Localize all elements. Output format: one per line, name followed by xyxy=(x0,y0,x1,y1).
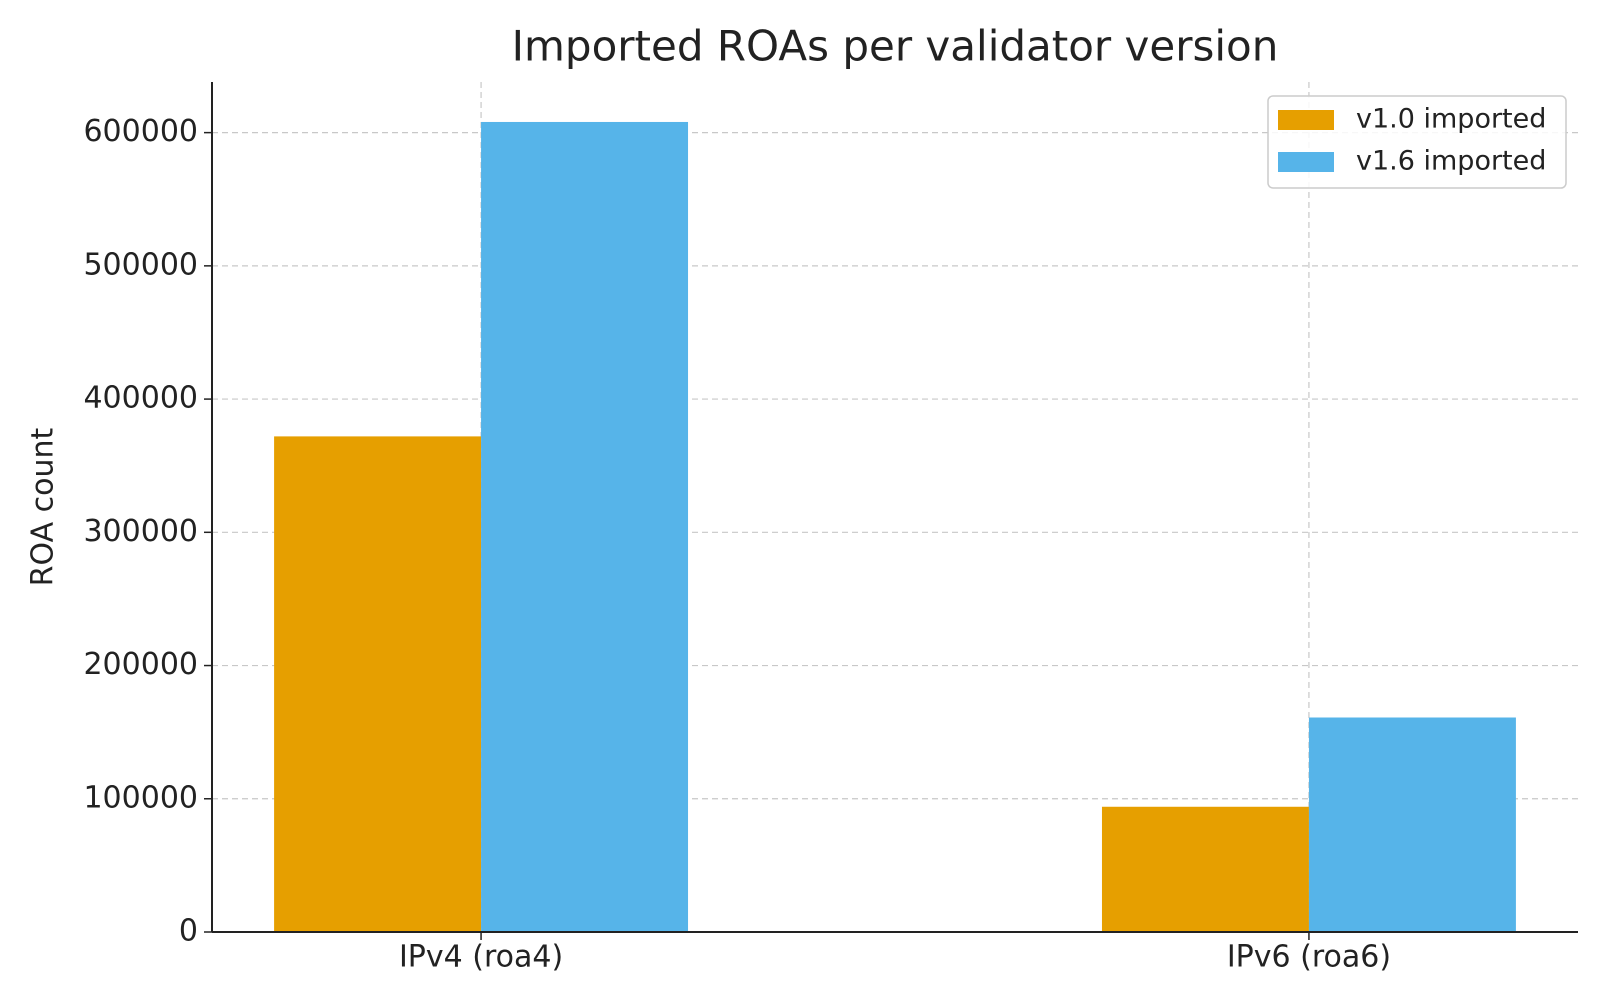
y-tick-label: 200000 xyxy=(83,647,198,682)
legend-swatch xyxy=(1278,110,1334,130)
bar xyxy=(481,121,689,933)
chart-title: Imported ROAs per validator version xyxy=(512,22,1279,71)
y-tick-label: 600000 xyxy=(83,114,198,149)
legend: v1.0 imported v1.6 imported xyxy=(1267,95,1567,189)
y-tick-label: 400000 xyxy=(83,381,198,416)
bar xyxy=(1308,717,1516,932)
x-tick-label: IPv6 (roa6) xyxy=(1227,940,1391,975)
y-tick-label: 300000 xyxy=(83,514,198,549)
bar xyxy=(274,436,482,932)
legend-swatch xyxy=(1278,152,1334,172)
x-tick-label: IPv4 (roa4) xyxy=(399,940,563,975)
legend-label: v1.6 imported xyxy=(1356,146,1546,177)
y-tick-label: 0 xyxy=(179,914,198,949)
y-tick-label: 100000 xyxy=(83,780,198,815)
y-axis-label: ROA count xyxy=(26,427,61,586)
legend-frame xyxy=(1267,95,1567,189)
y-tick-label: 500000 xyxy=(83,247,198,282)
bar xyxy=(1101,806,1309,932)
legend-label: v1.0 imported xyxy=(1356,104,1546,135)
